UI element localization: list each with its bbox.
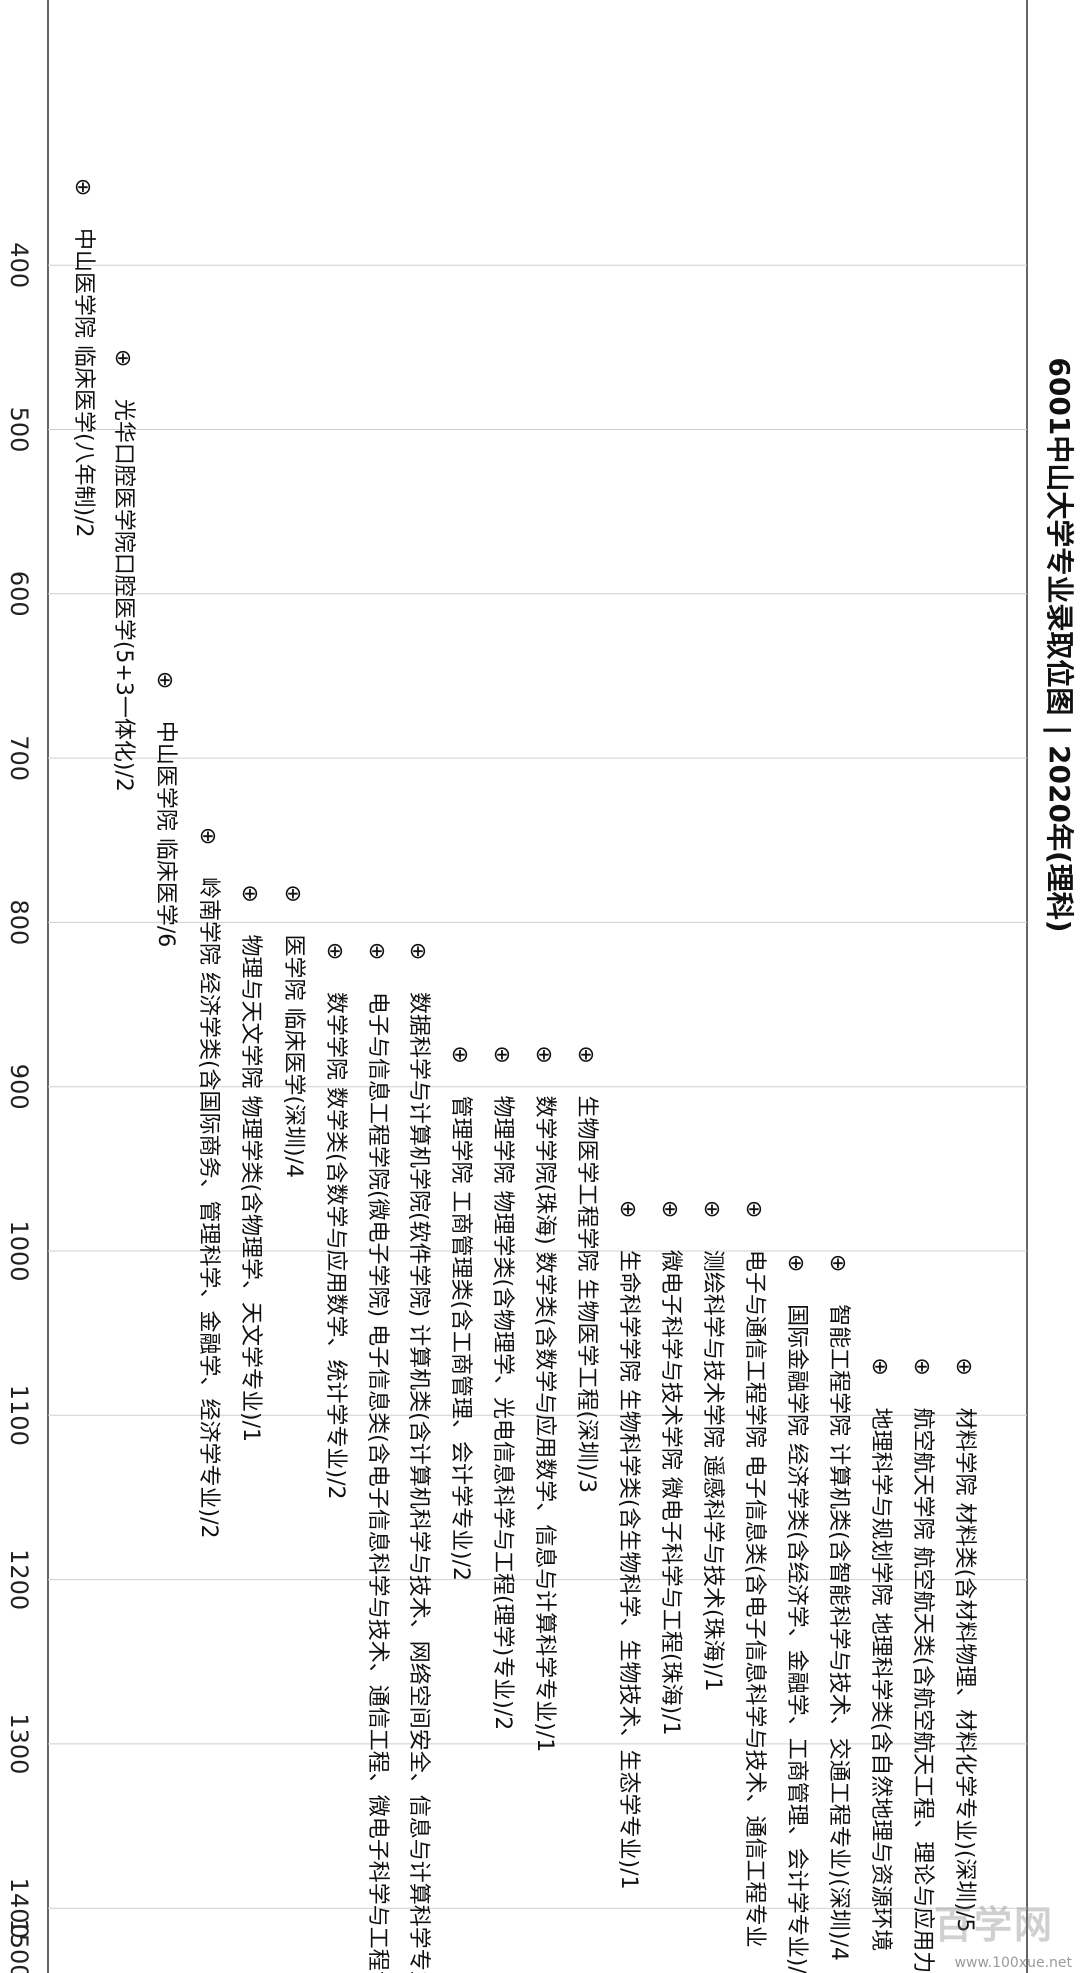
data-point-label: 航空航天学院 航空航天类(含航空航天工程、理论与应用力学 — [910, 1408, 935, 1973]
y-tick-label: 1300 — [5, 1713, 33, 1774]
y-tick-label: 1500 — [5, 1918, 33, 1973]
data-point-marker: ⊕ — [619, 1197, 637, 1222]
data-point-marker: ⊕ — [535, 1042, 553, 1067]
y-tick-label: 700 — [5, 735, 33, 781]
data-point-label: 生物医学工程学院 生物医学工程(深圳)/3 — [574, 1095, 599, 1493]
data-point-label: 管理学院 工商管理类(含工商管理、会计学专业)/2 — [448, 1095, 473, 1581]
data-point-marker: ⊕ — [326, 939, 344, 964]
data-point-label: 数学学院(珠海) 数学类(含数学与应用数学、信息与计算科学专业)/1 — [532, 1095, 557, 1752]
data-point-label: 电子与信息工程学院(微电子学院) 电子信息类(含电子信息科学与技术、通信工程、微… — [365, 992, 390, 1973]
data-point-label: 国际金融学院 经济学类(含经济学、金融学、工商管理、会计学专业)/4 — [784, 1304, 809, 1973]
watermark-logo: 百学网 — [933, 1902, 1054, 1947]
y-tick-label: 1400 — [5, 1878, 33, 1939]
data-point-marker: ⊕ — [409, 939, 427, 964]
data-point-marker: ⊕ — [368, 939, 386, 964]
data-point-label: 物理与天文学院 物理学类(含物理学、天文学专业)/1 — [238, 934, 263, 1442]
y-tick-label: 1000 — [5, 1220, 33, 1281]
data-point-marker: ⊕ — [661, 1197, 679, 1222]
data-point-label: 测绘科学与技术学院 遥感科学与技术(珠海)/1 — [700, 1250, 725, 1692]
y-tick-label: 1100 — [5, 1385, 33, 1446]
data-point-marker: ⊕ — [199, 824, 217, 849]
data-point-label: 电子与通信工程学院 电子信息类(含电子信息科学与技术、通信工程专业 — [742, 1250, 767, 1948]
data-point-label: 物理学院 物理学类(含物理学、光电信息科学与工程(理学)专业)/2 — [490, 1095, 515, 1730]
watermark-url: www.100xue.net — [954, 1955, 1072, 1971]
data-point-marker: ⊕ — [829, 1251, 847, 1276]
data-point-marker: ⊕ — [787, 1251, 805, 1276]
chart-title: 6001中山大学专业录取位图 | 2020年(理科) — [1043, 357, 1076, 933]
y-tick-label: 1200 — [5, 1549, 33, 1610]
data-point-label: 岭南学院 经济学类(含国际商务、管理科学、金融学、经济学专业)/2 — [196, 877, 221, 1539]
data-point-marker: ⊕ — [577, 1042, 595, 1067]
data-point-marker: ⊕ — [493, 1042, 511, 1067]
y-tick-label: 500 — [5, 407, 33, 453]
y-tick-label: 600 — [5, 571, 33, 617]
data-point-marker: ⊕ — [703, 1197, 721, 1222]
data-point-marker: ⊕ — [955, 1355, 973, 1380]
data-point-marker: ⊕ — [156, 668, 174, 693]
data-point-marker: ⊕ — [745, 1197, 763, 1222]
data-point-label: 中山医学院 临床医学/6 — [153, 721, 178, 947]
data-point-label: 地理科学与规划学院 地理科学类(含自然地理与资源环境 — [868, 1408, 893, 1952]
data-point-marker: ⊕ — [871, 1355, 889, 1380]
data-point-label: 材料学院 材料类(含材料物理、材料化学专业)(深圳)/5 — [952, 1408, 977, 1933]
data-point-marker: ⊕ — [284, 881, 302, 906]
data-point-marker: ⊕ — [451, 1042, 469, 1067]
data-point-label: 数据科学与计算机学院(软件学院) 计算机类(含计算机科学与技术、网络空间安全、信… — [406, 992, 431, 1973]
data-point-label: 微电子科学与技术学院 微电子科学与工程(珠海)/1 — [658, 1250, 683, 1736]
y-tick-label: 800 — [5, 899, 33, 945]
data-point-marker: ⊕ — [114, 346, 132, 371]
data-point-label: 医学院 临床医学(深圳)/4 — [281, 934, 306, 1178]
data-point-marker: ⊕ — [913, 1355, 931, 1380]
data-point-marker: ⊕ — [74, 175, 92, 200]
data-point-label: 智能工程学院 计算机类(含智能科学与技术、交通工程专业)(深圳)/4 — [826, 1304, 851, 1961]
data-point-label: 光华口腔医学院口腔医学(5+3一体化)/2 — [111, 399, 136, 792]
y-tick-label: 900 — [5, 1064, 33, 1110]
data-point-label: 数学学院 数学类(含数学与应用数学、统计学专业)/2 — [323, 992, 348, 1500]
data-point-label: 中山医学院 临床医学(八年制)/2 — [71, 228, 96, 538]
y-tick-label: 400 — [5, 242, 33, 288]
data-point-marker: ⊕ — [241, 881, 259, 906]
data-point-label: 生命科学学院 生物科学类(含生物科学、生物技术、生态学专业)/1 — [616, 1250, 641, 1890]
